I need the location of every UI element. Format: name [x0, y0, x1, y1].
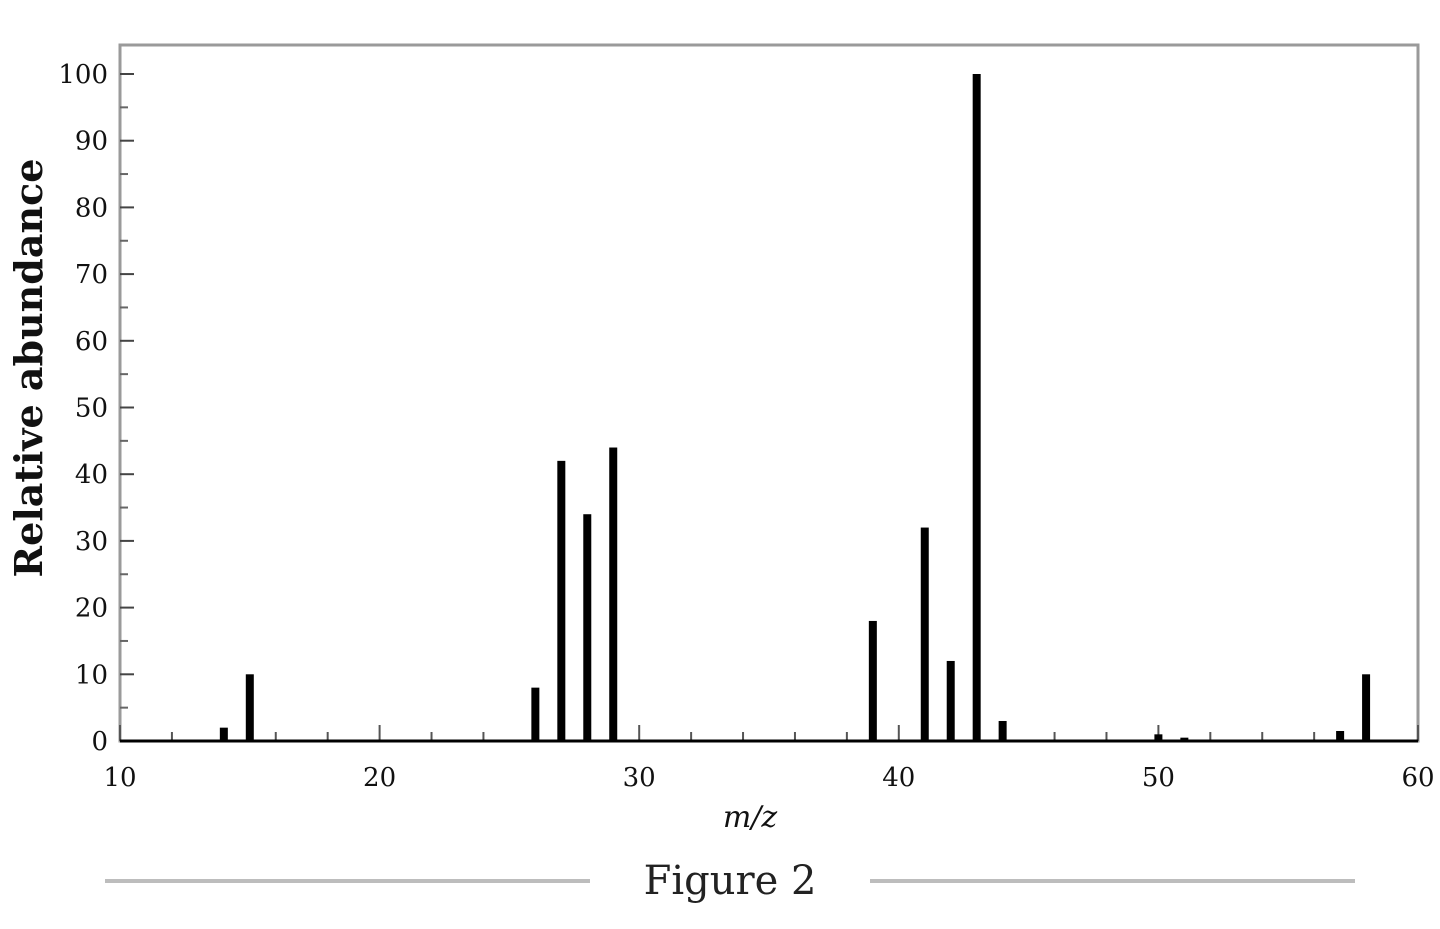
- y-tick-label: 70: [75, 260, 108, 290]
- y-axis-ticks: 0 10 20 30 40 50 60 70 80 90 100: [58, 60, 134, 757]
- spectrum-bar: [868, 620, 877, 741]
- y-tick-label: 20: [75, 594, 108, 624]
- y-axis-label: Relative abundance: [6, 159, 51, 578]
- figure-caption: Figure 2: [644, 858, 817, 904]
- y-tick-label: 80: [75, 193, 108, 223]
- y-tick-label: 100: [58, 60, 108, 90]
- spectrum-bar: [557, 460, 566, 741]
- spectrum-bar: [920, 527, 929, 741]
- spectrum-bar: [998, 720, 1007, 741]
- x-tick-label: 60: [1401, 763, 1434, 793]
- y-tick-label: 0: [91, 727, 108, 757]
- spectrum-bar: [1362, 674, 1371, 741]
- x-tick-label: 20: [363, 763, 396, 793]
- y-tick-label: 10: [75, 660, 108, 690]
- spectrum-bar: [1336, 730, 1345, 741]
- spectrum-bar: [1180, 737, 1189, 741]
- spectrum-bar: [531, 687, 540, 741]
- spectrum-bar: [1154, 734, 1163, 741]
- spectrum-bar: [245, 674, 254, 741]
- spectrum-bar: [972, 74, 981, 741]
- plot-frame: [118, 43, 1420, 743]
- x-tick-label: 30: [623, 763, 656, 793]
- spectrum-bars: [219, 74, 1371, 741]
- x-tick-label: 40: [882, 763, 915, 793]
- y-tick-label: 60: [75, 327, 108, 357]
- y-tick-label: 50: [75, 394, 108, 424]
- x-axis-label: m/z: [723, 800, 778, 835]
- spectrum-bar: [219, 727, 228, 741]
- spectrum-bar: [583, 514, 592, 741]
- x-axis-ticks: 10 20 30 40 50 60: [103, 725, 1435, 793]
- y-tick-label: 90: [75, 127, 108, 157]
- x-tick-label: 50: [1142, 763, 1175, 793]
- y-tick-label: 40: [75, 460, 108, 490]
- spectrum-bar: [609, 447, 618, 741]
- y-tick-label: 30: [75, 527, 108, 557]
- x-tick-label: 10: [103, 763, 136, 793]
- spectrum-bar: [946, 660, 955, 741]
